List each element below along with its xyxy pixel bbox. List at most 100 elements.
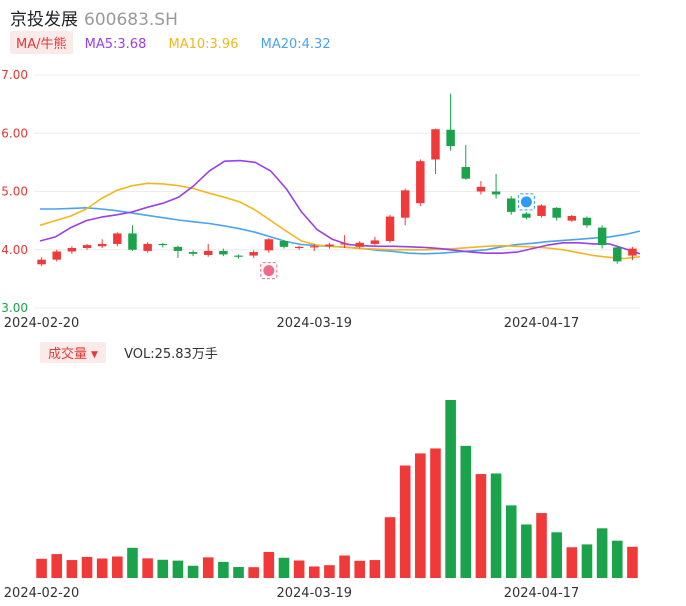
ma10-legend: MA10:3.96 <box>168 37 239 52</box>
candle-body <box>279 241 289 247</box>
candle-body <box>37 259 46 265</box>
volume-bar <box>172 560 184 578</box>
candlestick <box>537 204 546 218</box>
candlestick <box>82 243 92 250</box>
candle-body <box>537 205 546 216</box>
candle-body <box>158 243 168 246</box>
candle-body <box>355 242 364 247</box>
candlestick <box>249 250 258 258</box>
candle-body <box>325 244 334 247</box>
volume-bar <box>157 559 169 578</box>
sell-signal-dot <box>520 196 532 208</box>
dropdown-arrow-icon: ▼ <box>91 350 98 360</box>
candle-body <box>461 167 471 179</box>
candle-body <box>491 191 501 195</box>
volume-bar <box>187 565 199 578</box>
candlestick <box>385 214 395 243</box>
candlestick <box>628 246 637 261</box>
candle-body <box>173 246 183 251</box>
candle-body <box>294 246 304 249</box>
candlestick <box>325 242 334 249</box>
sell-signal-icon <box>517 193 535 211</box>
candle-body <box>249 252 258 256</box>
date-tick-label: 2024-04-17 <box>504 586 580 601</box>
ma-indicator-selector[interactable]: MA/牛熊 <box>10 31 73 54</box>
volume-bar <box>51 554 63 578</box>
volume-bar <box>218 561 229 578</box>
candle-body <box>582 217 592 226</box>
candle-body <box>52 251 61 260</box>
volume-bar <box>415 453 426 578</box>
buy-signal-dot <box>263 265 275 277</box>
candlestick <box>340 235 349 249</box>
candle-body <box>188 252 198 254</box>
candlestick <box>597 225 607 249</box>
date-axis-top: 2024-02-20 2024-03-19 2024-04-17 <box>4 316 580 331</box>
volume-bar <box>596 528 608 578</box>
candle-body <box>506 198 516 212</box>
volume-bar <box>324 565 335 578</box>
volume-bar <box>354 560 366 578</box>
candlestick <box>188 250 198 257</box>
volume-bar <box>263 551 275 578</box>
stock-name: 京投发展 <box>10 10 78 30</box>
volume-bar <box>611 540 623 578</box>
price-grid <box>34 74 640 309</box>
date-tick-label: 2024-02-20 <box>4 586 80 601</box>
volume-bar <box>490 473 502 578</box>
volume-legend: 成交量 ▼ VOL:25.83万手 <box>40 342 218 363</box>
candlestick <box>234 254 243 259</box>
volume-bar <box>430 448 441 578</box>
price-tick-label: 5.00 <box>1 185 28 199</box>
candlestick <box>294 245 304 250</box>
candlestick <box>416 159 425 207</box>
candle-body <box>82 245 92 249</box>
candle-body <box>431 129 440 160</box>
date-tick-label: 2024-03-19 <box>276 316 352 331</box>
volume-bar <box>81 556 93 578</box>
signal-markers <box>260 193 535 280</box>
candlestick <box>400 188 410 226</box>
volume-bar <box>127 547 138 578</box>
volume-bar <box>581 544 593 578</box>
candle-body <box>234 255 243 257</box>
volume-indicator-selector[interactable]: 成交量 ▼ <box>40 342 106 363</box>
volume-bar <box>293 560 305 578</box>
candlestick <box>113 232 122 247</box>
volume-bar <box>66 560 78 578</box>
candle-body <box>416 161 425 204</box>
candle-body <box>613 247 622 262</box>
candle-body <box>219 250 228 255</box>
candlestick <box>506 196 516 215</box>
candle-body <box>310 246 319 248</box>
candle-body <box>370 240 380 244</box>
price-tick-label: 4.00 <box>1 243 28 257</box>
candlestick <box>446 93 455 151</box>
date-axis-bottom: 2024-02-20 2024-03-19 2024-04-17 <box>4 586 580 601</box>
ma5-line <box>39 159 641 255</box>
candle-body <box>522 213 531 218</box>
volume-bar <box>248 567 259 578</box>
candle-body <box>340 243 349 245</box>
candlestick <box>279 239 289 249</box>
volume-bar <box>278 557 290 578</box>
candle-body <box>476 186 486 192</box>
volume-bar <box>112 556 123 578</box>
volume-bar <box>233 567 244 578</box>
ma-legend: MA/牛熊 MA5:3.68 MA10:3.96 MA20:4.32 <box>10 31 349 54</box>
stock-code: 600683.SH <box>84 10 178 30</box>
volume-bar <box>445 400 456 578</box>
date-tick-label: 2024-03-19 <box>276 586 352 601</box>
volume-bar <box>399 465 411 578</box>
volume-bar <box>505 505 517 578</box>
candlestick <box>173 245 183 258</box>
volume-bar <box>536 513 547 578</box>
candlestick <box>37 257 46 267</box>
candlestick <box>522 211 531 220</box>
title-row: 京投发展 600683.SH <box>10 5 178 30</box>
volume-bar <box>384 517 396 578</box>
candlestick <box>355 241 364 249</box>
ma5-legend: MA5:3.68 <box>84 37 147 52</box>
sell-signal-frame <box>517 193 535 211</box>
